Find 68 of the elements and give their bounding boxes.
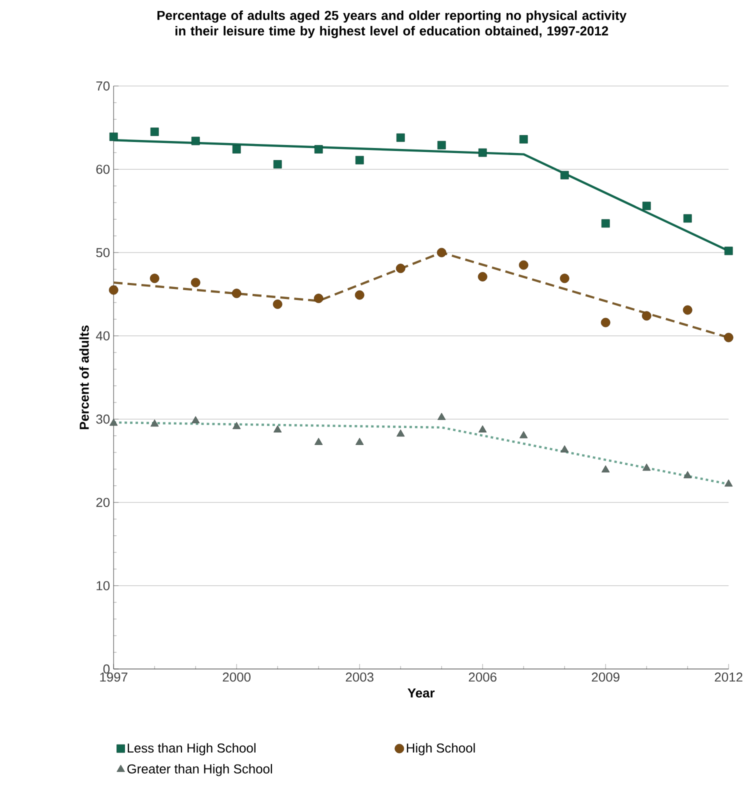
point xyxy=(110,132,118,141)
point xyxy=(150,128,159,136)
point xyxy=(437,248,446,258)
y-axis-title: Percent of adults xyxy=(80,326,90,430)
point xyxy=(478,272,488,282)
point xyxy=(724,332,734,342)
x-axis-title: Year xyxy=(408,688,435,698)
point xyxy=(150,419,159,427)
y-tick-label: 10 xyxy=(96,581,110,590)
y-tick-label: 50 xyxy=(96,248,110,258)
point xyxy=(684,214,692,223)
point xyxy=(109,285,118,295)
point xyxy=(478,425,487,432)
legend-label: Greater than High School xyxy=(128,764,272,776)
x-tick-label: 2003 xyxy=(346,672,374,682)
chart-title: Percentage of adults aged 25 years and older reporting no physical activity in their leisure time by highest level of education obtained, 1997-2012 xyxy=(158,10,627,38)
point xyxy=(356,156,364,164)
point xyxy=(314,294,324,304)
point xyxy=(274,425,282,432)
legend-label: High School xyxy=(407,743,476,756)
y-tick-label: 60 xyxy=(96,164,110,174)
point xyxy=(601,318,610,328)
point xyxy=(396,264,406,274)
point xyxy=(192,136,200,146)
point xyxy=(110,418,118,426)
y-tick-label: 30 xyxy=(96,414,110,424)
point xyxy=(560,445,569,452)
point xyxy=(683,305,692,315)
x-tick-label: 2009 xyxy=(592,672,620,682)
point xyxy=(602,219,610,228)
point xyxy=(724,479,733,487)
point xyxy=(560,170,569,180)
point xyxy=(642,311,652,321)
point xyxy=(191,278,200,288)
y-tick-label: 40 xyxy=(96,331,110,340)
point xyxy=(438,140,446,150)
point xyxy=(355,290,364,300)
point xyxy=(396,429,405,437)
x-tick-label: 2000 xyxy=(223,672,251,682)
point xyxy=(478,148,487,157)
x-tick-label: 1997 xyxy=(100,672,128,682)
point xyxy=(602,465,610,472)
point xyxy=(724,246,733,256)
y-tick-label: 20 xyxy=(96,498,110,508)
x-tick-label: 2012 xyxy=(715,672,743,682)
point xyxy=(314,145,323,154)
x-tick-label: 2006 xyxy=(469,672,497,682)
y-tick-label: 0 xyxy=(104,664,110,674)
point xyxy=(519,260,528,270)
point xyxy=(232,145,241,154)
y-tick-label: 70 xyxy=(96,81,110,91)
point xyxy=(642,202,651,210)
point xyxy=(684,471,692,478)
point xyxy=(314,438,323,445)
point xyxy=(520,431,528,438)
legend-label: Less than High School xyxy=(128,743,256,756)
point xyxy=(438,412,446,420)
point xyxy=(560,274,570,284)
point xyxy=(232,422,241,430)
point xyxy=(274,160,282,168)
point xyxy=(396,133,405,142)
point xyxy=(356,438,364,445)
point xyxy=(232,288,242,298)
point xyxy=(150,274,160,284)
point xyxy=(642,464,651,471)
point xyxy=(192,416,200,424)
point xyxy=(520,135,528,144)
point xyxy=(273,300,282,309)
